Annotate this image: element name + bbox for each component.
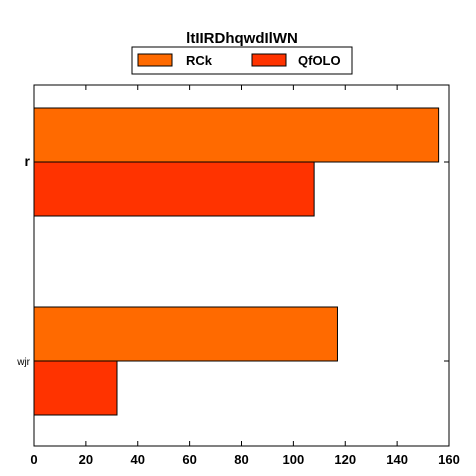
x-tick-label-20: 20 xyxy=(79,452,93,467)
chart-title: ltIIRDhqwdIlWN xyxy=(186,30,298,47)
legend-label-qfolo: QfOLO xyxy=(298,53,341,68)
bar-r-rck xyxy=(33,107,440,163)
y-tick-label-r: r xyxy=(25,153,31,169)
bar-r-qfolo xyxy=(33,161,315,217)
legend-swatch-qfolo xyxy=(251,53,287,67)
x-tick-label-140: 140 xyxy=(386,452,408,467)
x-tick-label-160: 160 xyxy=(438,452,460,467)
y-tick-label-wjr: wjr xyxy=(16,357,30,368)
legend-swatch-rck xyxy=(137,53,173,67)
x-tick-label-60: 60 xyxy=(182,452,196,467)
x-tick-label-0: 0 xyxy=(30,452,37,467)
bar-wjr-rck xyxy=(33,306,338,362)
x-tick-label-120: 120 xyxy=(334,452,356,467)
legend: RCk QfOLO xyxy=(131,46,353,75)
x-tick-label-80: 80 xyxy=(234,452,248,467)
bar-wjr-qfolo xyxy=(33,360,118,416)
x-tick-label-40: 40 xyxy=(131,452,145,467)
x-tick-label-100: 100 xyxy=(283,452,305,467)
legend-label-rck: RCk xyxy=(186,53,213,68)
